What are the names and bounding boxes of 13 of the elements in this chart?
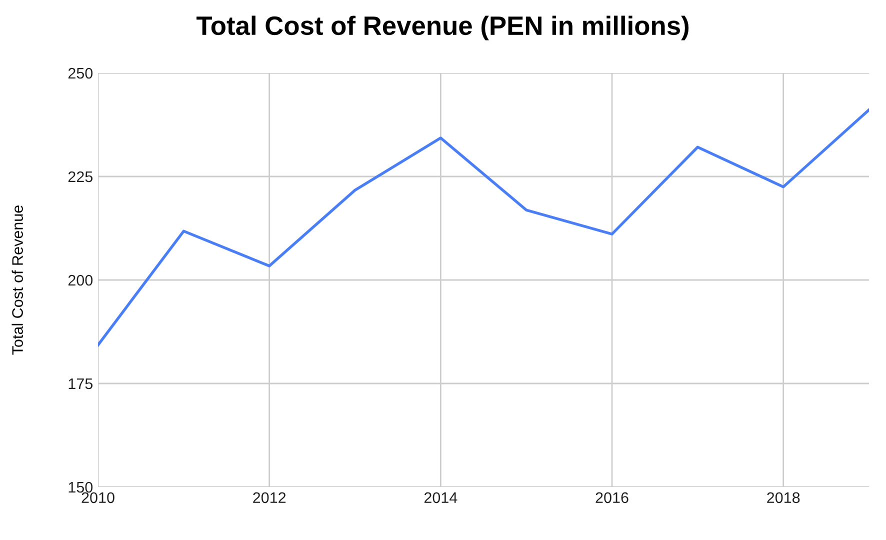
y-tick-label: 250: [68, 68, 93, 79]
y-tick-label: 175: [68, 378, 92, 390]
y-tick-label: 200: [68, 274, 93, 286]
y-tick-label: 225: [68, 171, 92, 182]
x-tick-label: 2016: [596, 492, 628, 504]
line-series: [98, 108, 869, 346]
x-tick-label: 2014: [424, 492, 458, 504]
y-axis-title: Total Cost of Revenue: [12, 206, 23, 355]
y-tick-label: 150: [68, 482, 93, 493]
x-tick-label: 2018: [767, 492, 800, 504]
chart-title: Total Cost of Revenue (PEN in millions): [196, 16, 689, 40]
x-tick-label: 2010: [82, 492, 114, 504]
x-tick-label: 2012: [253, 492, 286, 504]
